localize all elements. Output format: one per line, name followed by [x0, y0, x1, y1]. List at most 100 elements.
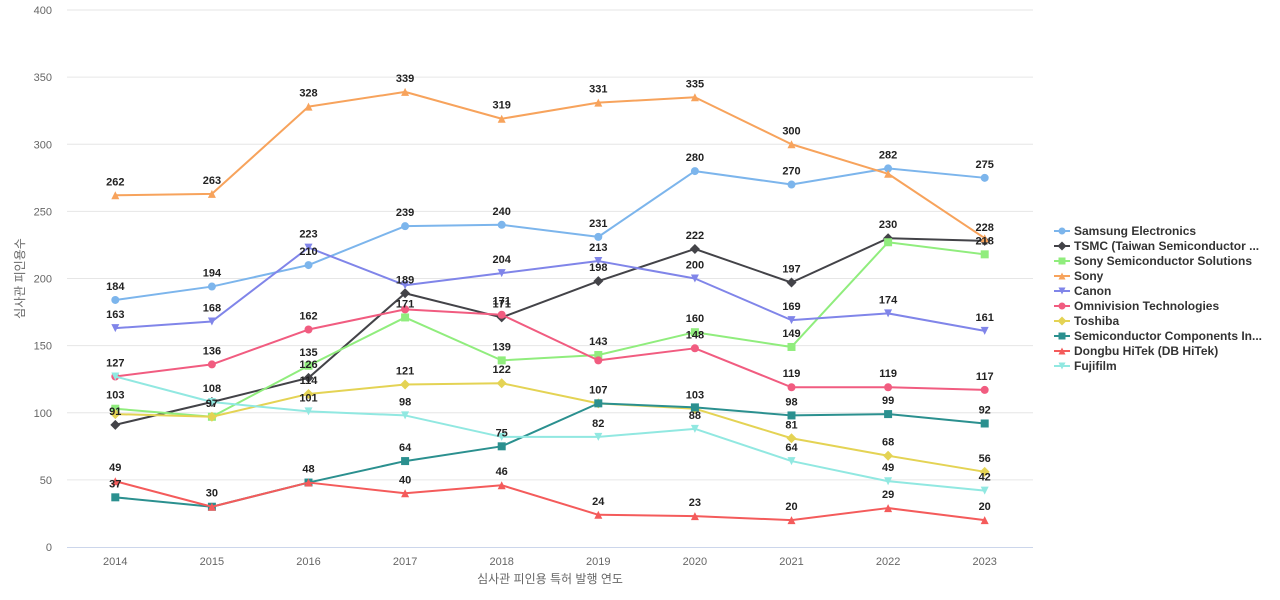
- data-label: 148: [686, 329, 704, 341]
- x-tick-label: 2016: [296, 556, 320, 568]
- data-point: [593, 276, 604, 287]
- data-label: 37: [109, 478, 121, 490]
- series-0: [111, 164, 989, 304]
- series-line: [115, 402, 985, 508]
- data-point: [787, 411, 796, 420]
- data-point: [787, 383, 796, 392]
- data-point: [980, 419, 989, 428]
- data-point: [594, 232, 603, 241]
- legend-marker: [1058, 227, 1066, 235]
- data-point: [594, 98, 603, 107]
- x-tick-label: 2014: [103, 556, 127, 568]
- data-label: 319: [493, 100, 511, 112]
- series-5: [111, 305, 989, 394]
- data-label: 23: [689, 497, 701, 509]
- data-point: [304, 361, 313, 370]
- legend-label: TSMC (Taiwan Semiconductor ...: [1074, 239, 1259, 253]
- data-point: [884, 504, 893, 513]
- data-point: [207, 398, 216, 407]
- data-label: 29: [882, 489, 894, 501]
- series-line: [115, 246, 985, 332]
- data-point: [401, 457, 410, 466]
- series-line: [115, 241, 985, 418]
- data-label: 81: [785, 419, 797, 431]
- data-label: 231: [589, 218, 607, 230]
- data-point: [884, 309, 893, 318]
- legend-item[interactable]: Fujifilm: [1054, 359, 1117, 373]
- y-tick-label: 400: [34, 5, 52, 17]
- data-label: 42: [979, 472, 991, 484]
- legend-label: Omnivision Technologies: [1074, 299, 1219, 313]
- data-label: 162: [299, 311, 317, 323]
- data-point: [111, 477, 120, 486]
- data-label: 160: [686, 313, 704, 325]
- data-label: 107: [589, 384, 607, 396]
- data-point: [884, 477, 893, 486]
- data-label: 149: [782, 328, 800, 340]
- x-tick-label: 2015: [200, 556, 224, 568]
- legend-item[interactable]: Sony: [1054, 269, 1104, 283]
- data-point: [207, 317, 216, 326]
- legend-item[interactable]: Semiconductor Components In...: [1054, 329, 1262, 343]
- data-point: [979, 466, 990, 477]
- data-point: [786, 433, 797, 444]
- legend-marker: [1057, 241, 1067, 251]
- data-label: 48: [302, 464, 314, 476]
- legend-item[interactable]: Samsung Electronics: [1054, 224, 1196, 238]
- legend-marker: [1058, 287, 1066, 295]
- data-label: 331: [589, 84, 607, 96]
- y-tick-label: 250: [34, 206, 52, 218]
- legend-item[interactable]: Dongbu HiTek (DB HiTek): [1054, 344, 1218, 358]
- legend-label: Sony Semiconductor Solutions: [1074, 254, 1252, 268]
- data-point: [496, 378, 507, 389]
- data-point: [497, 220, 506, 229]
- data-point: [594, 351, 603, 360]
- legend-item[interactable]: Toshiba: [1054, 314, 1119, 328]
- legend-item[interactable]: TSMC (Taiwan Semiconductor ...: [1054, 239, 1259, 253]
- series-line: [115, 480, 985, 522]
- x-tick-label: 2022: [876, 556, 900, 568]
- data-label: 119: [879, 368, 897, 380]
- series-1: [110, 233, 990, 430]
- data-label: 275: [976, 159, 994, 171]
- y-tick-label: 200: [34, 274, 52, 286]
- data-label: 210: [299, 246, 317, 258]
- data-point: [980, 250, 989, 259]
- series-4: [111, 243, 989, 335]
- legend-marker: [1058, 302, 1066, 310]
- legend-label: Canon: [1074, 284, 1111, 298]
- data-point: [304, 243, 313, 252]
- legend-item[interactable]: Omnivision Technologies: [1054, 299, 1219, 313]
- x-tick-label: 2018: [489, 556, 513, 568]
- data-label: 103: [686, 390, 704, 402]
- data-label: 30: [206, 488, 218, 500]
- data-label: 103: [106, 390, 124, 402]
- data-label: 270: [782, 166, 800, 178]
- data-label: 126: [299, 359, 317, 371]
- legend-item[interactable]: Canon: [1054, 284, 1111, 298]
- series-line: [115, 308, 985, 391]
- data-label: 171: [493, 296, 511, 308]
- legend-marker: [1058, 272, 1066, 280]
- data-label: 213: [589, 242, 607, 254]
- data-point: [401, 87, 410, 96]
- legend-marker: [1057, 316, 1067, 326]
- legend-item[interactable]: Sony Semiconductor Solutions: [1054, 254, 1252, 268]
- data-label: 240: [493, 206, 511, 218]
- data-point: [594, 257, 603, 266]
- data-point: [690, 93, 699, 102]
- data-label: 117: [976, 371, 994, 383]
- data-label: 197: [782, 264, 800, 276]
- data-point: [497, 356, 506, 365]
- data-label: 189: [396, 274, 414, 286]
- data-point: [690, 424, 699, 433]
- data-point: [400, 379, 411, 390]
- series-line: [115, 90, 986, 240]
- data-label: 218: [976, 235, 994, 247]
- data-label: 122: [493, 364, 511, 376]
- data-point: [111, 191, 120, 200]
- data-label: 184: [106, 281, 125, 293]
- data-point: [207, 502, 216, 511]
- data-point: [980, 234, 989, 243]
